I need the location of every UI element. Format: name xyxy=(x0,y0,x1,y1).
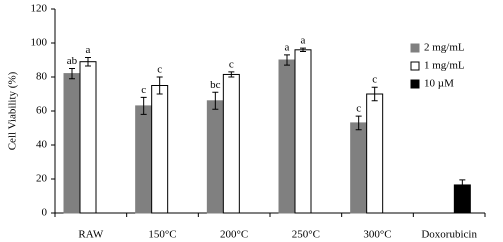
y-axis-label: Cell Viability (%) xyxy=(7,71,19,150)
error-bar xyxy=(300,47,306,52)
legend-marker xyxy=(410,79,420,89)
error-bar xyxy=(156,76,163,95)
y-tick-label: 120 xyxy=(31,3,48,15)
bar xyxy=(135,105,153,214)
y-tick-label: 100 xyxy=(31,37,48,49)
error-bar xyxy=(459,179,466,191)
x-tick-label: 150°C xyxy=(148,229,176,241)
error-bar xyxy=(284,54,290,66)
annotation: c xyxy=(141,84,146,96)
annotation: a xyxy=(301,35,306,47)
error-bar xyxy=(212,91,219,110)
annotation: c xyxy=(356,103,361,115)
legend-marker xyxy=(410,43,420,53)
bar xyxy=(350,122,368,214)
bar xyxy=(79,61,97,214)
bar xyxy=(278,59,296,214)
y-tick-label: 60 xyxy=(36,105,48,117)
bar xyxy=(366,93,384,214)
y-tick-label: 40 xyxy=(36,139,48,151)
error-bar xyxy=(69,68,75,80)
annotation: a xyxy=(86,44,91,56)
error-bar xyxy=(371,86,378,102)
annotation: c xyxy=(372,74,377,86)
annotation: ab xyxy=(67,55,78,67)
bar xyxy=(294,49,312,214)
annotation: c xyxy=(157,64,162,76)
bar xyxy=(63,73,81,214)
error-bar xyxy=(355,115,362,131)
y-tick-label: 20 xyxy=(36,173,48,185)
annotation: c xyxy=(229,58,234,70)
legend-label: 1 mg/mL xyxy=(424,60,465,72)
error-bar xyxy=(228,71,235,78)
bar xyxy=(206,100,224,214)
bar xyxy=(151,85,169,214)
annotation: bc xyxy=(210,79,221,91)
error-bar xyxy=(140,96,147,115)
legend-label: 2 mg/mL xyxy=(424,42,465,54)
x-tick-label: Doxorubicin xyxy=(421,229,477,241)
x-tick-label: 200°C xyxy=(220,229,248,241)
legend-marker xyxy=(410,61,420,71)
legend-label: 10 µM xyxy=(424,78,454,90)
error-bar xyxy=(85,56,91,67)
x-tick-label: 300°C xyxy=(363,229,391,241)
y-tick-label: 80 xyxy=(36,71,48,83)
y-tick-label: 0 xyxy=(42,207,48,219)
x-tick-label: RAW xyxy=(78,229,103,241)
bar xyxy=(222,73,240,214)
annotation: a xyxy=(285,41,290,53)
x-tick-label: 250°C xyxy=(292,229,320,241)
